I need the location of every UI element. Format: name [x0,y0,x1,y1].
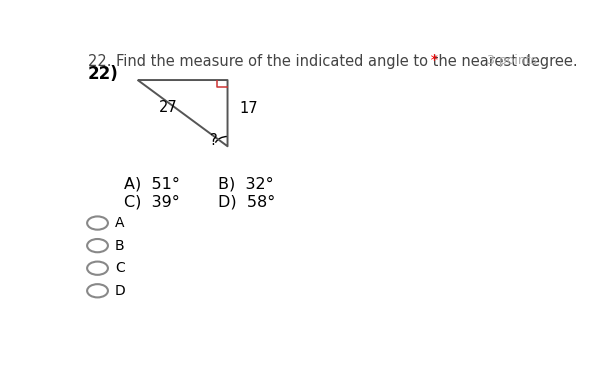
Text: B)  32°: B) 32° [218,176,274,191]
Text: D: D [115,284,126,298]
Text: 22): 22) [88,65,119,83]
Text: C: C [115,261,125,275]
Text: *: * [426,54,438,70]
Text: 22. Find the measure of the indicated angle to the nearest degree.: 22. Find the measure of the indicated an… [88,54,578,70]
Text: B: B [115,239,124,253]
Text: 22. Find the measure of the indicated angle to the nearest degree. *: 22. Find the measure of the indicated an… [88,54,590,70]
Text: 3 points: 3 points [487,54,537,67]
Text: 27: 27 [159,100,178,115]
Text: A)  51°: A) 51° [123,176,179,191]
Text: D)  58°: D) 58° [218,194,275,210]
Text: A: A [115,216,124,230]
Text: 17: 17 [239,101,258,116]
Text: ?: ? [210,133,217,148]
Text: C)  39°: C) 39° [123,194,179,210]
